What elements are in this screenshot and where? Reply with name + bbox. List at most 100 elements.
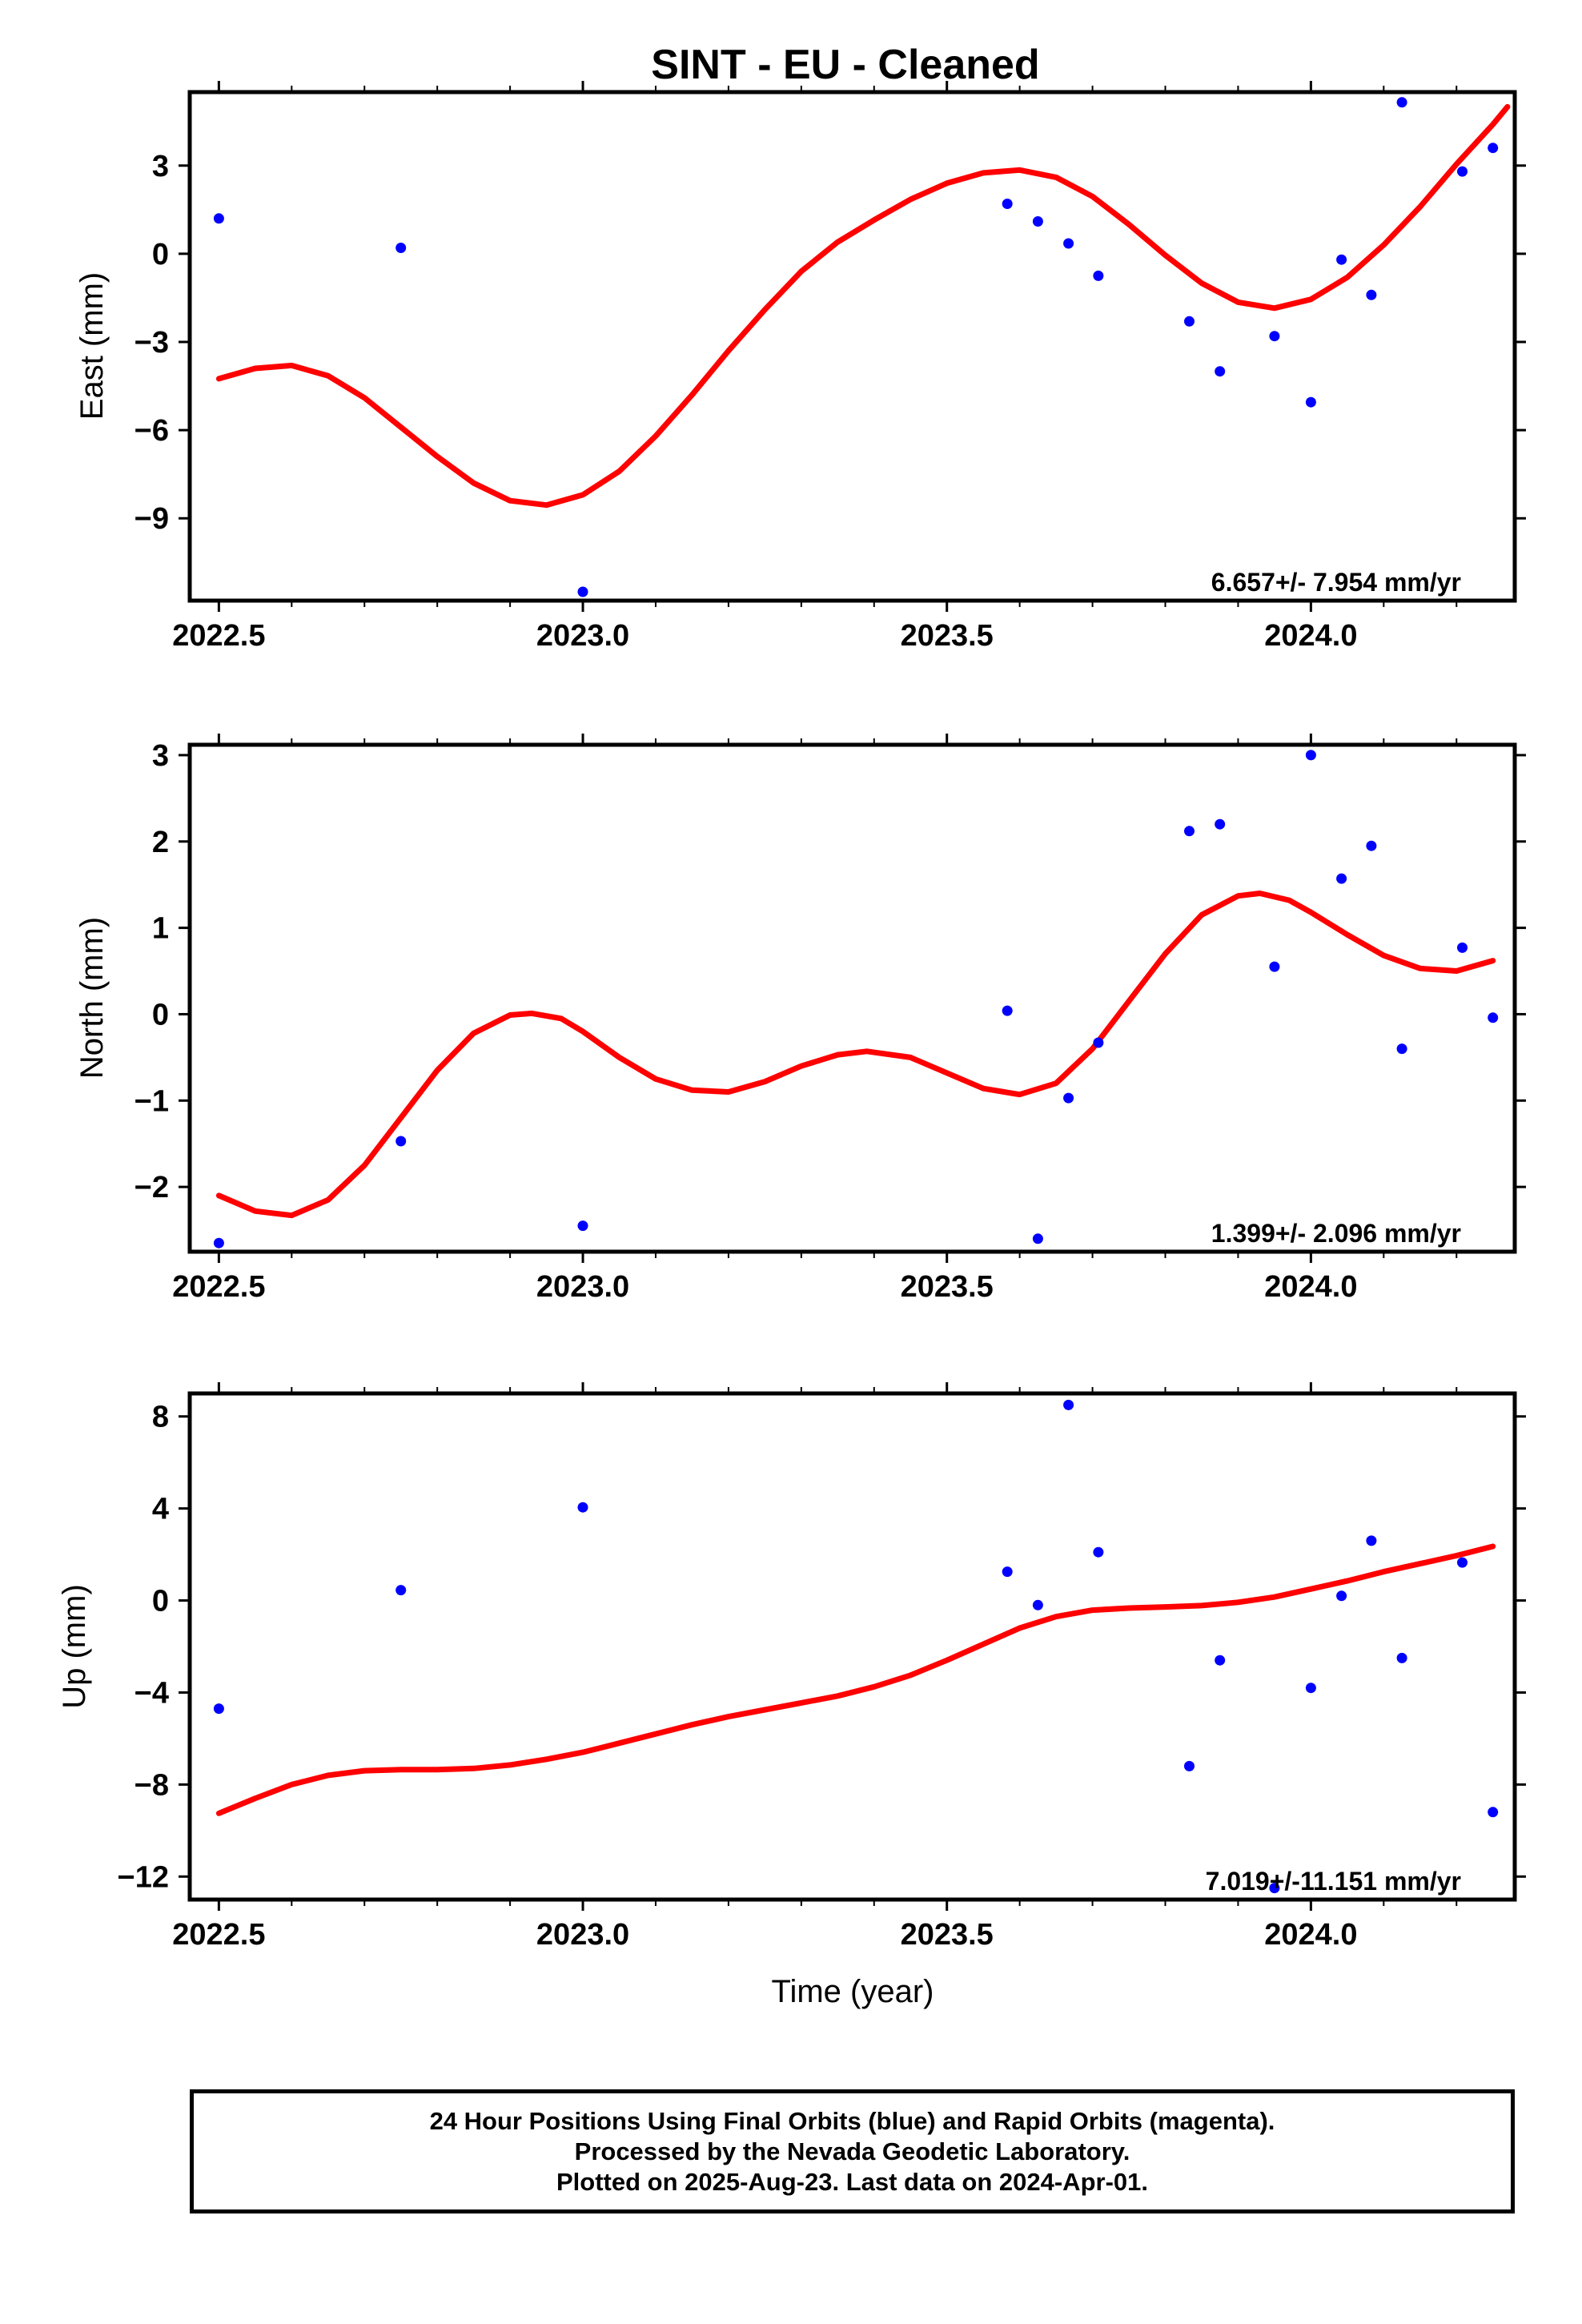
up-data-point [577, 1502, 588, 1513]
east-y-tick-label: −9 [135, 502, 169, 536]
up-fit-line [215, 1543, 1496, 1816]
x-axis-label: Time (year) [772, 1974, 934, 2009]
north-rate-label: 1.399+/- 2.096 mm/yr [1211, 1219, 1461, 1248]
north-fit-line [215, 891, 1496, 1219]
east-data-point [1396, 97, 1407, 108]
east-data-point [1002, 199, 1013, 209]
up-ylabel: Up (mm) [57, 1584, 92, 1709]
north-y-tick-label: 2 [152, 826, 169, 859]
up-rate-label: 7.019+/-11.151 mm/yr [1206, 1867, 1461, 1896]
north-data-point [1305, 750, 1316, 761]
east-ylabel: East (mm) [74, 272, 110, 420]
north-ticks [179, 734, 1526, 1263]
footer-line-2: Processed by the Nevada Geodetic Laborat… [574, 2137, 1130, 2165]
up-data-point [1488, 1807, 1499, 1818]
east-data-point [1184, 316, 1195, 327]
east-data-point [1457, 166, 1468, 177]
north-data-point [213, 1237, 224, 1248]
up-data-point [213, 1703, 224, 1715]
north-plot-frame [187, 742, 1517, 1254]
north-ylabel: North (mm) [74, 917, 110, 1079]
east-rate-label: 6.657+/- 7.954 mm/yr [1211, 568, 1461, 597]
up-y-tick-label: −8 [135, 1768, 169, 1802]
up-data-point [1093, 1546, 1104, 1558]
north-data-point [1488, 1012, 1499, 1023]
up-data-point [1215, 1655, 1226, 1666]
up-tick-labels: 2022.5 2023.0 2023.5 2024.0 8 4 0 −4 −8 −12 [118, 1401, 1358, 1952]
north-y-tick-label: −1 [135, 1084, 169, 1118]
east-data-point [1366, 289, 1377, 300]
east-y-tick-label: −3 [135, 326, 169, 360]
north-x-tick-label: 2024.0 [1264, 1270, 1357, 1304]
up-y-tick-label: −12 [118, 1860, 169, 1894]
east-data-point [577, 586, 588, 597]
east-y-tick-label: −6 [135, 414, 169, 448]
footer-line-3: Plotted on 2025-Aug-23. Last data on 202… [556, 2167, 1148, 2196]
up-data-point [1396, 1652, 1407, 1663]
up-panel: 2022.5 2023.0 2023.5 2024.0 8 4 0 −4 −8 −12 Up (m… [57, 1382, 1526, 1952]
east-y-tick-label: 0 [152, 238, 169, 271]
up-data-point [1184, 1760, 1195, 1771]
up-plot-frame [187, 1391, 1517, 1902]
up-y-tick-label: 0 [152, 1585, 169, 1618]
north-y-tick-label: 0 [152, 998, 169, 1031]
up-x-tick-label: 2022.5 [172, 1918, 265, 1952]
east-x-tick-label: 2022.5 [172, 619, 265, 653]
east-data-point [1093, 270, 1104, 281]
north-x-tick-label: 2023.5 [901, 1270, 994, 1304]
north-data-point [577, 1220, 588, 1232]
north-points [213, 750, 1499, 1248]
east-x-tick-label: 2024.0 [1264, 619, 1357, 653]
north-x-tick-label: 2022.5 [172, 1270, 265, 1304]
up-data-point [1366, 1535, 1377, 1546]
east-data-point [1488, 143, 1499, 154]
east-data-point [1269, 331, 1280, 342]
up-data-point [1063, 1399, 1074, 1410]
up-data-point [396, 1585, 407, 1596]
north-tick-labels: 2022.5 2023.0 2023.5 2024.0 3 2 1 0 −1 −2 [135, 739, 1358, 1304]
up-ticks [179, 1382, 1526, 1911]
north-data-point [1093, 1037, 1104, 1048]
north-y-tick-label: −2 [135, 1171, 169, 1204]
footer-line-1: 24 Hour Positions Using Final Orbits (bl… [429, 2106, 1275, 2135]
north-x-tick-label: 2023.0 [536, 1270, 629, 1304]
north-data-point [1032, 1233, 1043, 1244]
north-data-point [1457, 942, 1468, 953]
chart-title: SINT - EU - Cleaned [651, 42, 1039, 88]
up-x-tick-label: 2024.0 [1264, 1918, 1357, 1952]
east-x-tick-label: 2023.5 [901, 619, 994, 653]
north-data-point [1002, 1005, 1013, 1016]
east-panel: 2022.5 2023.0 2023.5 2024.0 3 0 −3 −6 −9 East (m… [74, 81, 1526, 653]
north-y-tick-label: 3 [152, 739, 169, 773]
up-data-point [1002, 1566, 1013, 1578]
east-data-point [1032, 216, 1043, 227]
north-data-point [1184, 826, 1195, 837]
east-plot-frame [187, 90, 1517, 603]
north-data-point [396, 1136, 407, 1147]
up-x-tick-label: 2023.0 [536, 1918, 629, 1952]
up-points [213, 1399, 1499, 1894]
east-data-point [396, 243, 407, 253]
east-x-tick-label: 2023.0 [536, 619, 629, 653]
east-tick-labels: 2022.5 2023.0 2023.5 2024.0 3 0 −3 −6 −9 [135, 150, 1358, 653]
up-data-point [1457, 1557, 1468, 1568]
up-y-tick-label: −4 [135, 1676, 169, 1710]
east-data-point [1215, 366, 1226, 377]
north-y-tick-label: 1 [152, 912, 169, 946]
up-y-tick-label: 4 [152, 1493, 169, 1526]
north-panel: 2022.5 2023.0 2023.5 2024.0 3 2 1 0 −1 −2 North (… [74, 734, 1526, 1304]
east-fit-line [215, 103, 1511, 509]
up-data-point [1269, 1883, 1280, 1894]
east-ticks [179, 81, 1526, 612]
up-x-tick-label: 2023.5 [901, 1918, 994, 1952]
east-data-point [1305, 396, 1316, 408]
north-data-point [1366, 840, 1377, 851]
up-y-tick-label: 8 [152, 1401, 169, 1434]
east-data-point [213, 213, 224, 224]
north-data-point [1269, 961, 1280, 972]
east-y-tick-label: 3 [152, 150, 169, 183]
east-data-point [1063, 238, 1074, 249]
up-data-point [1336, 1590, 1347, 1602]
north-data-point [1215, 818, 1226, 830]
